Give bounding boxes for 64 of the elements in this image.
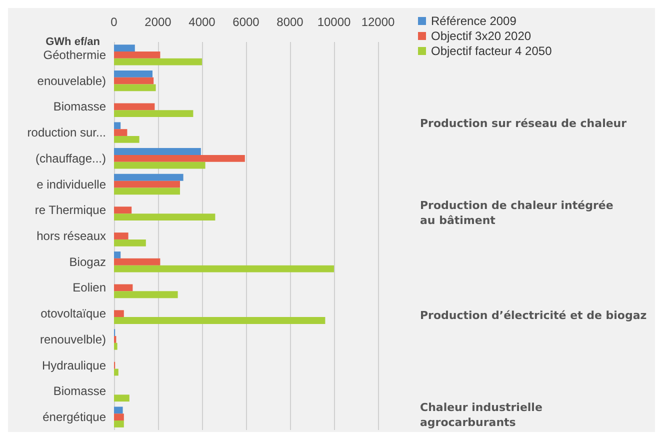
bar bbox=[114, 342, 118, 350]
bar bbox=[114, 188, 180, 195]
bar bbox=[114, 162, 206, 169]
x-tick-label: 10000 bbox=[317, 15, 352, 29]
text: Production sur réseau de chaleur bbox=[420, 117, 628, 130]
bar bbox=[114, 206, 132, 214]
bar bbox=[114, 136, 140, 143]
bar bbox=[114, 58, 202, 66]
x-tick-label: 6000 bbox=[232, 15, 260, 29]
bar bbox=[114, 265, 334, 272]
bar bbox=[114, 77, 154, 84]
y-tick-label: Hydraulique bbox=[42, 358, 106, 372]
bar bbox=[114, 284, 133, 292]
bar bbox=[114, 420, 124, 428]
bar bbox=[114, 70, 152, 78]
y-tick-label: Biogaz bbox=[69, 254, 106, 269]
bar bbox=[114, 122, 121, 130]
bar bbox=[114, 110, 194, 118]
bar bbox=[114, 252, 121, 258]
bar bbox=[114, 103, 155, 110]
x-tick-label: 0 bbox=[110, 15, 118, 29]
x-tick-label: 12000 bbox=[361, 15, 396, 29]
y-tick-label: enouvelable) bbox=[37, 74, 106, 88]
legend-label: Objectif 3x20 2020 bbox=[431, 29, 532, 43]
x-tick-label: 2000 bbox=[144, 15, 172, 29]
bar bbox=[114, 154, 245, 162]
y-tick-label: renouvelble) bbox=[40, 332, 106, 346]
bar bbox=[114, 51, 160, 58]
y-tick-label: otovoltaïque bbox=[40, 306, 106, 321]
y-tick-label: Géothermie bbox=[43, 48, 106, 62]
y-tick-label: re Thermique bbox=[34, 203, 106, 218]
bar bbox=[114, 239, 146, 246]
bar bbox=[114, 310, 124, 318]
bar bbox=[114, 214, 216, 220]
y-tick-label: Biomasse bbox=[53, 384, 106, 398]
text: Production d’électricité et de biogaz bbox=[420, 309, 647, 322]
legend-label: Référence 2009 bbox=[431, 14, 517, 28]
bar bbox=[114, 174, 184, 181]
x-tick-label: 4000 bbox=[188, 15, 216, 29]
bar bbox=[114, 232, 128, 240]
x-axis-title: GWh ef/an bbox=[46, 36, 100, 48]
y-tick-label: Biomasse bbox=[53, 100, 106, 114]
bar bbox=[114, 394, 130, 402]
bar bbox=[114, 317, 326, 324]
bar bbox=[114, 258, 160, 266]
bar bbox=[114, 291, 178, 298]
y-tick-label: e individuelle bbox=[36, 177, 106, 192]
y-tick-label: hors réseaux bbox=[36, 229, 106, 243]
y-tick-label: Eolien bbox=[72, 280, 106, 295]
text: Chaleur industrielle agrocarburants bbox=[420, 401, 542, 429]
bar bbox=[114, 84, 156, 92]
bar bbox=[114, 148, 201, 155]
y-tick-label: énergétique bbox=[42, 410, 106, 424]
bar bbox=[114, 129, 128, 136]
legend-label: Objectif facteur 4 2050 bbox=[431, 44, 552, 58]
y-tick-label: (chauffage...) bbox=[36, 151, 106, 166]
text: Production de chaleur intégrée au bâtiment bbox=[420, 199, 614, 227]
bar bbox=[114, 44, 135, 52]
bar bbox=[114, 368, 118, 376]
x-tick-label: 8000 bbox=[276, 15, 304, 29]
bar bbox=[114, 406, 123, 414]
y-tick-label: roduction sur... bbox=[27, 126, 106, 140]
bar bbox=[114, 180, 180, 188]
bar bbox=[114, 414, 124, 421]
